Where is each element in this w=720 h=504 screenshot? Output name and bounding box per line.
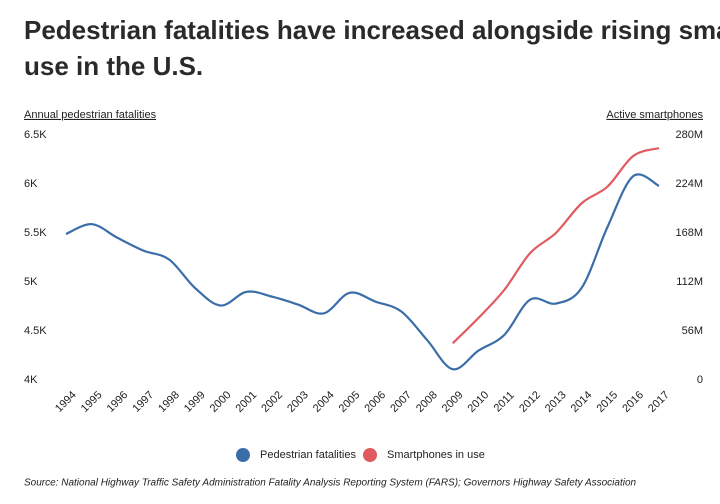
legend-swatch (236, 448, 250, 462)
x-tick-label: 2010 (466, 389, 492, 415)
x-tick-label: 2007 (388, 389, 414, 415)
y-tick-label: 5K (24, 276, 38, 288)
x-tick-label: 2012 (517, 389, 543, 415)
x-tick-label: 1997 (130, 389, 156, 415)
x-tick-label: 2008 (414, 389, 440, 415)
x-tick-label: 1998 (156, 389, 182, 415)
y-axis-label: Annual pedestrian fatalities (24, 109, 157, 121)
x-tick-label: 2013 (543, 389, 569, 415)
line (451, 147, 660, 345)
y2-tick-label: 112M (676, 276, 703, 288)
legend-swatch (363, 448, 377, 462)
y-tick-label: 6K (24, 178, 38, 190)
x-tick-label: 2014 (569, 389, 595, 415)
x-tick-label: 1994 (53, 389, 79, 415)
y2-tick-label: 280M (675, 129, 703, 141)
x-tick-label: 2009 (440, 389, 466, 415)
x-tick-label: 2005 (337, 389, 363, 415)
x-tick-label: 1999 (182, 389, 208, 415)
x-tick-label: 2006 (362, 389, 388, 415)
x-tick-label: 2015 (594, 389, 620, 415)
y2-tick-label: 224M (675, 178, 703, 190)
y-tick-label: 5.5K (24, 227, 47, 239)
x-tick-label: 1995 (79, 389, 105, 415)
x-tick-label: 2001 (234, 389, 260, 415)
x-tick-label: 2011 (492, 389, 517, 414)
source: Source: National Highway Traffic Safety … (24, 478, 637, 489)
line (65, 173, 660, 371)
x-tick-label: 2004 (311, 389, 337, 415)
y2-tick-label: 0 (697, 374, 703, 386)
x-tick-label: 2002 (259, 389, 285, 415)
x-tick-label: 2000 (208, 389, 234, 415)
y-tick-label: 4K (24, 374, 38, 386)
x-tick-label: 1996 (105, 389, 131, 415)
x-tick-label: 2003 (285, 389, 311, 415)
y-tick-label: 6.5K (24, 129, 47, 141)
y-tick-label: 4.5K (24, 325, 47, 337)
x-tick-label: 2017 (646, 389, 672, 415)
chart-title: Pedestrian fatalities have increased alo… (24, 15, 720, 81)
legend-label: Pedestrian fatalities (260, 449, 356, 461)
x-tick-label: 2016 (620, 389, 646, 415)
legend-label: Smartphones in use (387, 449, 485, 461)
y2-axis-label: Active smartphones (606, 109, 703, 121)
y2-tick-label: 56M (682, 325, 703, 337)
y2-tick-label: 168M (675, 227, 703, 239)
